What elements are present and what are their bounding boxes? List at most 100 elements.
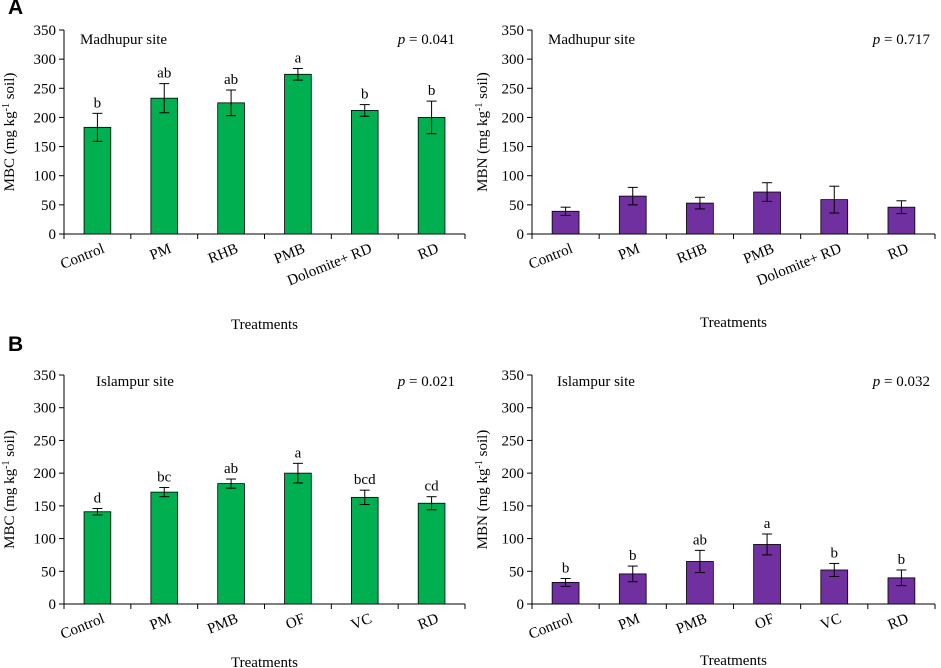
category-label: OF: [284, 611, 308, 633]
category-label: PMB: [272, 241, 307, 268]
bar: [350, 496, 379, 605]
y-tick-label: 150: [34, 140, 57, 156]
category-label: PMB: [741, 241, 776, 268]
category-label: RHB: [675, 241, 710, 267]
category-label: Control: [527, 241, 575, 273]
y-tick-label: 200: [34, 466, 57, 482]
y-axis-title: MBC (mg kg-1 soil): [1, 73, 18, 192]
y-tick-label: 150: [34, 499, 57, 515]
bar: [284, 472, 312, 605]
significance-letter: cd: [424, 479, 439, 495]
y-tick-label: 300: [502, 52, 525, 68]
panel-letter-b: B: [8, 333, 24, 356]
chart-4: 0 50 100 150 200 250 300 350 b Control b PM ab PMB a OF…: [474, 368, 936, 668]
bar: [284, 73, 312, 235]
category-label: RD: [886, 611, 911, 634]
significance-letter: b: [361, 87, 369, 103]
y-tick-label: 300: [34, 52, 57, 68]
category-label: OF: [753, 611, 777, 633]
site-label: Madhupur site: [548, 32, 635, 48]
category-label: RD: [886, 241, 911, 264]
site-label: Islampur site: [96, 374, 174, 390]
y-tick-label: 0: [517, 227, 525, 243]
significance-letter: b: [898, 552, 906, 568]
significance-letter: b: [562, 560, 570, 576]
bar: [417, 502, 446, 605]
y-tick-label: 50: [509, 198, 524, 214]
bar: [217, 102, 245, 235]
site-label: Madhupur site: [80, 32, 167, 48]
category-label: Control: [58, 241, 106, 273]
y-tick-label: 150: [502, 140, 525, 156]
significance-letter: b: [428, 83, 436, 99]
significance-letter: a: [295, 445, 302, 461]
y-tick-label: 350: [34, 368, 57, 384]
y-tick-label: 250: [502, 433, 525, 449]
significance-letter: ab: [693, 532, 707, 548]
significance-letter: ab: [157, 66, 171, 82]
y-tick-label: 250: [34, 81, 57, 97]
significance-letter: d: [94, 490, 102, 506]
chart-1: 0 50 100 150 200 250 300 350 b Control ab PM ab RHB a P…: [1, 23, 466, 333]
bar: [83, 511, 112, 605]
significance-letter: ab: [224, 72, 238, 88]
bar: [150, 97, 179, 235]
significance-letter: b: [831, 545, 839, 561]
x-axis-title: Treatments: [231, 317, 298, 333]
bar: [217, 483, 245, 605]
y-tick-label: 200: [34, 110, 57, 126]
y-tick-label: 50: [41, 564, 56, 580]
y-tick-label: 100: [502, 532, 525, 548]
chart-3: 0 50 100 150 200 250 300 350 d Control bc PM ab PMB a O…: [1, 368, 466, 668]
p-value-label: p = 0.717: [872, 32, 931, 48]
y-tick-label: 350: [502, 368, 525, 384]
y-tick-label: 50: [509, 564, 524, 580]
x-axis-title: Treatments: [700, 653, 767, 668]
bar: [83, 126, 112, 235]
y-tick-label: 0: [49, 597, 57, 613]
bar: [417, 117, 446, 235]
category-label: Control: [527, 611, 575, 643]
significance-letter: a: [764, 516, 771, 532]
y-tick-label: 150: [502, 499, 525, 515]
y-tick-label: 0: [49, 227, 57, 243]
y-axis-title: MBN (mg kg-1 soil): [474, 72, 491, 192]
p-value-label: p = 0.032: [872, 374, 930, 390]
y-axis-title: MBC (mg kg-1 soil): [1, 430, 18, 549]
category-label: PM: [148, 241, 174, 264]
category-label: RD: [416, 611, 441, 634]
y-tick-label: 100: [34, 169, 57, 185]
category-label: PM: [616, 241, 642, 264]
p-value-label: p = 0.021: [397, 374, 455, 390]
significance-letter: a: [295, 50, 302, 66]
y-axis-title: MBN (mg kg-1 soil): [474, 430, 491, 550]
category-label: PMB: [674, 611, 709, 638]
y-tick-label: 300: [502, 401, 525, 417]
site-label: Islampur site: [557, 374, 635, 390]
significance-letter: b: [94, 95, 102, 111]
significance-letter: b: [629, 548, 637, 564]
category-label: PM: [148, 611, 174, 634]
y-tick-label: 50: [41, 198, 56, 214]
panel-letter-a: A: [8, 0, 24, 19]
y-tick-label: 250: [502, 81, 525, 97]
category-label: Control: [58, 611, 106, 643]
y-tick-label: 200: [502, 466, 525, 482]
y-tick-label: 100: [502, 169, 525, 185]
category-label: VC: [818, 611, 843, 634]
category-label: PMB: [205, 611, 240, 638]
y-tick-label: 200: [502, 110, 525, 126]
significance-letter: ab: [224, 461, 238, 477]
p-value-label: p = 0.041: [397, 32, 455, 48]
bar: [350, 110, 379, 235]
category-label: RD: [416, 241, 441, 264]
y-tick-label: 300: [34, 401, 57, 417]
y-tick-label: 100: [34, 532, 57, 548]
x-axis-title: Treatments: [700, 315, 767, 331]
y-tick-label: 0: [517, 597, 525, 613]
category-label: VC: [349, 611, 374, 634]
y-tick-label: 350: [502, 23, 525, 39]
bar: [820, 569, 849, 605]
